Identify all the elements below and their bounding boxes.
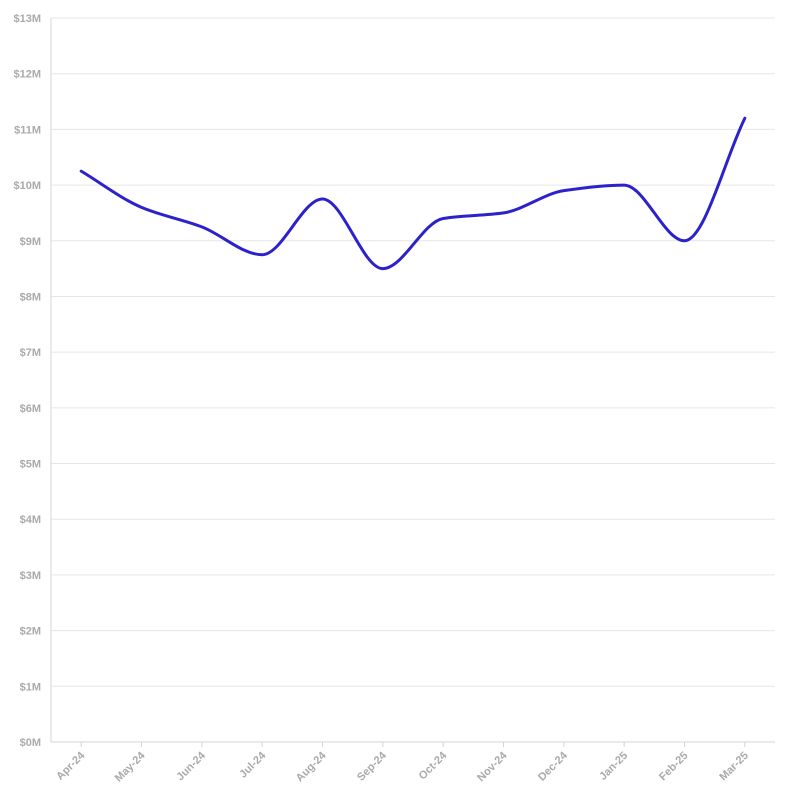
y-tick-label: $3M <box>20 570 41 582</box>
y-tick-label: $4M <box>20 514 41 526</box>
data-point <box>321 197 325 201</box>
x-tick-label: Dec-24 <box>536 749 571 784</box>
x-tick-label: Jan-25 <box>597 750 630 783</box>
series-line <box>79 116 747 271</box>
x-tick-label: May-24 <box>113 749 148 784</box>
x-tick-label: Jun-24 <box>174 749 208 783</box>
data-point <box>743 116 747 120</box>
data-point <box>502 211 506 215</box>
y-tick-label: $9M <box>20 236 41 248</box>
x-tick-label: Aug-24 <box>294 749 329 784</box>
y-tick-labels: $0M $1M $2M $3M $4M $5M $6M $7M $8M $9M $10M $11M $1… <box>13 13 41 749</box>
data-point <box>200 225 204 229</box>
y-tick-label: $6M <box>20 403 41 415</box>
y-tick-label: $7M <box>20 347 41 359</box>
series <box>79 116 747 271</box>
data-point <box>562 189 566 193</box>
y-tick-label: $1M <box>20 681 41 693</box>
data-point <box>140 205 144 209</box>
axes <box>50 18 775 747</box>
data-point <box>79 169 83 173</box>
data-point <box>441 216 445 220</box>
x-tick-label: Jul-24 <box>237 749 269 781</box>
y-tick-label: $13M <box>13 13 41 25</box>
y-tick-label: $10M <box>13 180 41 192</box>
y-tick-label: $5M <box>20 459 41 471</box>
data-point <box>622 183 626 187</box>
x-tick-label: Sep-24 <box>355 749 390 784</box>
x-tick-label: Apr-24 <box>54 749 88 783</box>
x-tick-label: Feb-25 <box>657 750 691 784</box>
x-tick-label: Nov-24 <box>475 749 510 784</box>
data-point <box>683 239 687 243</box>
x-tick-label: Oct-24 <box>417 749 450 782</box>
x-tick-labels: Apr-24 May-24 Jun-24 Jul-24 Aug-24 Sep-24 Oct-… <box>54 749 751 784</box>
data-point <box>381 267 385 271</box>
y-tick-label: $12M <box>13 69 41 81</box>
x-tick-label: Mar-25 <box>717 750 751 784</box>
y-tick-label: $2M <box>20 626 41 638</box>
y-tick-label: $8M <box>20 291 41 303</box>
gridlines <box>51 17 775 687</box>
y-tick-label: $11M <box>14 124 41 136</box>
y-tick-label: $0M <box>20 737 41 749</box>
data-point <box>260 253 264 257</box>
